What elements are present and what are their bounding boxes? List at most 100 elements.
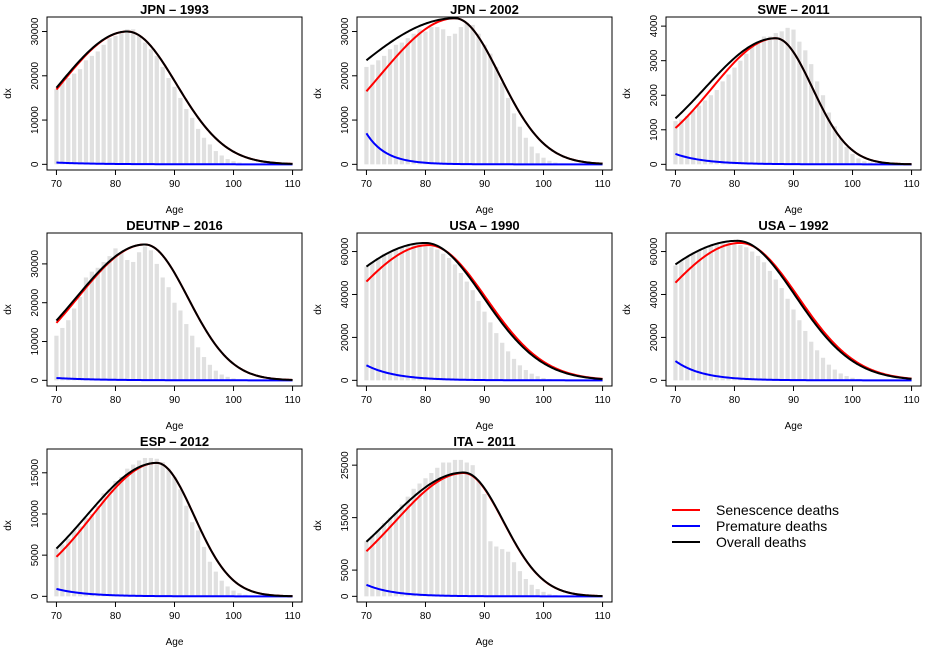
bar [113, 35, 118, 165]
y-tick-label: 20000 [649, 323, 660, 351]
bar [107, 256, 112, 381]
x-tick-label: 70 [670, 395, 682, 406]
bar [529, 584, 534, 597]
bar [136, 252, 142, 381]
bar [488, 541, 493, 597]
x-tick-label: 100 [535, 395, 552, 406]
bar [702, 100, 708, 165]
bar [826, 364, 832, 381]
bar [441, 253, 446, 381]
bar [482, 494, 487, 597]
bar [761, 262, 767, 381]
bar [423, 478, 428, 597]
bar [423, 245, 428, 381]
bar [405, 496, 410, 597]
panel-jpn-2002: JPN – 2002 70 80 90 100 110 Age 0 10000 20000 3000… [313, 2, 613, 216]
x-tick-label: 80 [729, 179, 741, 190]
series-line-overall-deaths [365, 241, 603, 381]
bar [785, 298, 790, 381]
x-tick-label: 100 [844, 395, 861, 406]
bar [547, 160, 552, 165]
bar [500, 82, 505, 165]
series-line-overall-deaths [55, 30, 293, 165]
x-tick-label: 70 [361, 179, 373, 190]
bar [178, 489, 183, 597]
bar [511, 562, 517, 597]
bar [511, 358, 517, 381]
chart-title: USA – 1990 [449, 218, 519, 233]
bar [72, 73, 77, 165]
bar [791, 29, 796, 165]
bar [399, 42, 404, 165]
bar [95, 505, 100, 597]
bar [488, 53, 493, 165]
x-tick-label: 110 [595, 179, 611, 190]
bar [517, 571, 523, 597]
y-tick-label: 30000 [30, 250, 41, 278]
bar [195, 347, 201, 381]
x-tick-label: 110 [904, 179, 920, 190]
bar [720, 242, 725, 381]
bar [66, 538, 71, 597]
x-axis-label: Age [166, 421, 184, 432]
bar [470, 465, 475, 597]
y-tick-label: 5000 [30, 544, 41, 567]
bar [535, 376, 540, 381]
bar [225, 376, 230, 381]
bar [458, 27, 464, 165]
bar [505, 351, 511, 381]
bar [131, 29, 136, 165]
series-line-premature-deaths [365, 364, 603, 382]
bar [738, 60, 743, 165]
bar [101, 44, 106, 165]
x-tick-label: 100 [225, 395, 242, 406]
bar [535, 588, 540, 597]
bar [382, 522, 387, 597]
series-line-premature-deaths [56, 587, 293, 598]
bar [517, 126, 523, 165]
y-axis-label: dx [3, 304, 14, 315]
bar [679, 261, 684, 381]
bar [505, 97, 511, 165]
bar [54, 548, 59, 597]
bar [387, 251, 393, 381]
chart-title: DEUTNP – 2016 [126, 218, 223, 233]
bar [417, 245, 422, 381]
bar [201, 546, 207, 597]
bar [541, 157, 546, 165]
x-tick-label: 90 [169, 611, 181, 622]
y-axis-label: dx [313, 520, 324, 531]
x-tick-label: 110 [904, 395, 920, 406]
bar [364, 66, 369, 165]
bar [364, 541, 369, 597]
x-tick-label: 80 [420, 611, 432, 622]
panel-jpn-1993: JPN – 1993 70 80 90 100 110 Age 0 10000 20000 3000… [3, 2, 303, 216]
bar [376, 60, 381, 165]
bar [797, 41, 802, 165]
x-tick-label: 90 [479, 395, 491, 406]
bar [60, 544, 65, 597]
x-tick-label: 80 [420, 395, 432, 406]
bar [767, 36, 773, 165]
x-tick-label: 90 [788, 179, 800, 190]
bar [101, 261, 106, 381]
bar [761, 36, 767, 165]
bar [685, 115, 690, 165]
bar [441, 462, 446, 597]
bar [820, 357, 826, 381]
bar [119, 252, 124, 381]
bar [207, 144, 213, 165]
x-tick-label: 110 [285, 179, 301, 190]
bar [136, 460, 142, 597]
x-tick-label: 90 [788, 395, 800, 406]
bar [60, 327, 65, 381]
bar [429, 473, 434, 597]
bar [494, 66, 499, 165]
y-tick-label: 3000 [649, 49, 660, 72]
bar [60, 82, 65, 165]
x-tick-label: 100 [225, 179, 242, 190]
bar [862, 161, 867, 165]
bar [476, 33, 481, 165]
y-tick-label: 20000 [30, 61, 41, 89]
